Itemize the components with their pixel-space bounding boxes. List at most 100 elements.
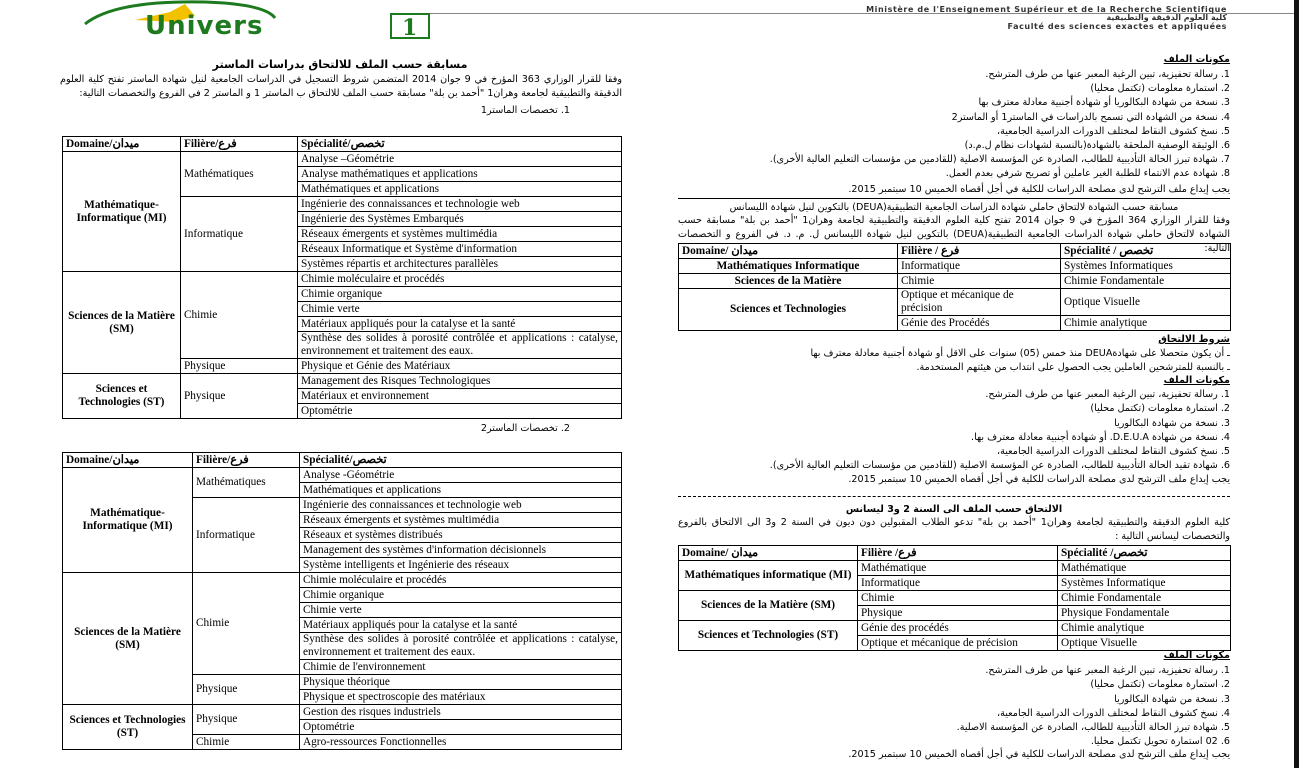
specialite-cell: Chimie de l'environnement bbox=[299, 659, 622, 675]
table-row: Sciences et Technologies (ST) Génie des p… bbox=[678, 620, 1231, 651]
list-item: 4. نسخ كشوف النقاط لمختلف الدورات الدراس… bbox=[997, 707, 1230, 719]
deua-title: مسابقة حسب الشهادة لالتحاق حاملي شهادة ا… bbox=[729, 202, 1179, 213]
domaine-cell: Sciences de la Matière bbox=[678, 273, 898, 289]
specialite-cell: Chimie organique bbox=[297, 286, 622, 302]
table-row: Informatique Systèmes Informatique bbox=[679, 575, 1231, 591]
specialite-cell: Chimie moléculaire et procédés bbox=[297, 271, 622, 287]
table-row: Système intelligents et Ingénierie des r… bbox=[63, 557, 622, 573]
ministry-name: Ministère de l'Enseignement Supérieur et… bbox=[866, 5, 1227, 14]
list-item: 8. شهادة عدم الانتماء للطلبة الغير عاملي… bbox=[945, 168, 1230, 180]
list-item: 1. رسالة تحفيزية، تبين الرغبة المعبر عنه… bbox=[985, 389, 1230, 400]
filiere-cell: Physique bbox=[192, 674, 300, 705]
column-header: Spécialité /تخصص bbox=[1057, 545, 1231, 561]
licence23-dossier-title: مكونات الملف bbox=[1163, 650, 1230, 661]
domaine-cell: Mathématiques Informatique bbox=[678, 258, 898, 274]
table-row: Chimie organique bbox=[63, 286, 622, 302]
domaine-cell: Sciences et Technologies (ST) bbox=[62, 373, 181, 419]
domaine-cell: Sciences de la Matière (SM) bbox=[62, 572, 193, 705]
specialite-cell: Physique et Génie des Matériaux bbox=[297, 358, 622, 374]
list-item: ـ بالنسبة للمترشحين العاملين يجب الحصول … bbox=[916, 362, 1230, 373]
table-row: Optométrie bbox=[63, 719, 622, 735]
filiere-cell: Mathématiques bbox=[180, 151, 298, 197]
specialite-cell: Physique et spectroscopie des matériaux bbox=[299, 689, 622, 705]
dashed-divider bbox=[678, 496, 1230, 497]
deua-intro: وفقا للقرار الوزاري 364 المؤرخ في 9 جوان… bbox=[678, 215, 1230, 254]
list-item: 6. 02 استمارة تحويل تكتمل محليا. bbox=[1090, 736, 1230, 748]
column-header: Spécialité/تخصص bbox=[299, 452, 622, 468]
column-header: Domaine/ميدان bbox=[62, 136, 181, 152]
list-item: 7. شهادة تبرز الحالة التأديبية للطالب، ا… bbox=[769, 154, 1230, 166]
specialite-cell: Ingénierie des Systèmes Embarqués bbox=[297, 211, 622, 227]
filiere-cell: Mathématique bbox=[857, 560, 1058, 576]
domaine-cell: Sciences et Technologies (ST) bbox=[62, 704, 193, 750]
section-divider bbox=[678, 198, 1230, 199]
specialite-cell: Gestion des risques industriels bbox=[299, 704, 622, 720]
table-row: Mathématique-Informatique (MI) Mathématiq… bbox=[62, 467, 622, 573]
list-item: 2. استمارة معلومات (تكتمل محليا) bbox=[1090, 83, 1230, 95]
filiere-cell: Optique et mécanique de précision bbox=[897, 288, 1061, 316]
table-row: Mathématiques et applications bbox=[63, 482, 622, 498]
table-row: Synthèse des solides à porosité contrôlé… bbox=[63, 331, 622, 359]
header-divider bbox=[430, 13, 1299, 14]
specialite-cell: Physique Fondamentale bbox=[1057, 605, 1231, 621]
column-header: Filière / فرع bbox=[897, 243, 1061, 259]
scan-edge bbox=[1294, 0, 1299, 768]
table-row: Physique et spectroscopie des matériaux bbox=[63, 689, 622, 705]
column-header: Filière /فرع bbox=[857, 545, 1058, 561]
conditions-title: شروط الالتحاق bbox=[1158, 334, 1230, 345]
specialite-cell: Synthèse des solides à porosité contrôlé… bbox=[297, 331, 622, 359]
header-row: Domaine/ ميدان Filière / فرع Spécialité / … bbox=[678, 243, 1231, 259]
list-item: 5. نسخ كشوف النقاط لمختلف الدورات الدراس… bbox=[997, 446, 1230, 458]
table-row: Physique Physique théorique bbox=[63, 674, 622, 705]
specialite-cell: Physique théorique bbox=[299, 674, 622, 690]
column-header: Domaine/ ميدان bbox=[678, 545, 858, 561]
header-row: Domaine/ ميدان Filière /فرع Spécialité /تخ… bbox=[678, 545, 1231, 561]
specialite-cell: Chimie Fondamentale bbox=[1060, 273, 1231, 289]
table-row: Matériaux appliqués pour la catalyse et … bbox=[63, 617, 622, 633]
list-item: 6. شهادة تقيد الحالة التأديبية للطالب، ا… bbox=[769, 460, 1230, 472]
specialite-cell: Systèmes répartis et architectures paral… bbox=[297, 256, 622, 272]
master-title: مسابقة حسب الملف للالتحاق بدراسات الماست… bbox=[212, 58, 468, 71]
table-row: Sciences de la Matière (SM) Chimie Chimie … bbox=[62, 271, 622, 374]
column-header: Spécialité / تخصص bbox=[1060, 243, 1231, 259]
dossier1-deadline: يجب إيداع ملف الترشح لدى مصلحة الدراسات … bbox=[848, 184, 1230, 195]
specialite-cell: Chimie organique bbox=[299, 587, 622, 603]
filiere-cell: Informatique bbox=[897, 258, 1061, 274]
specialite-cell: Réseaux émergents et systèmes multimédia bbox=[299, 512, 622, 528]
svg-text:1: 1 bbox=[402, 15, 417, 41]
table-row: Management des systèmes d'information dé… bbox=[63, 542, 622, 558]
filiere-cell: Génie des Procédés bbox=[897, 315, 1061, 331]
filiere-cell: Physique bbox=[180, 373, 298, 419]
list-item: 4. نسخة من شهادة D.E.U.A. أو شهادة أجنبي… bbox=[971, 431, 1230, 443]
specialite-cell: Matériaux appliqués pour la catalyse et … bbox=[299, 617, 622, 633]
master1-table: Domaine/ميدان Filière/فرع Spécialité/تخصص M… bbox=[62, 136, 622, 419]
faculty-name-ar: كلية العلوم الدقيقة والتطبيقية bbox=[1106, 13, 1227, 22]
specialite-cell: Système intelligents et Ingénierie des r… bbox=[299, 557, 622, 573]
column-header: Domaine/ ميدان bbox=[678, 243, 898, 259]
specialite-cell: Ingénierie des connaissances et technolo… bbox=[297, 196, 622, 212]
table-row: Mathématique-Informatique (MI) Mathématiq… bbox=[62, 151, 622, 272]
domaine-cell: Sciences et Technologies bbox=[678, 288, 898, 331]
list-item: 1. رسالة تحفيزية، تبين الرغبة المعبر عنه… bbox=[985, 69, 1230, 80]
filiere-cell: Chimie bbox=[180, 271, 298, 359]
column-header: Spécialité/تخصص bbox=[297, 136, 622, 152]
list-item: ـ أن يكون متحصلا على شهادةDEUA منذ خمس (… bbox=[810, 348, 1230, 359]
filiere-cell: Chimie bbox=[857, 590, 1058, 606]
deua-dossier-list: 1. رسالة تحفيزية، تبين الرغبة المعبر عنه… bbox=[678, 388, 1230, 474]
filiere-cell: Physique bbox=[180, 358, 298, 374]
master2-heading: 2. تخصصات الماستر2 bbox=[480, 423, 570, 434]
specialite-cell: Matériaux et environnement bbox=[297, 388, 622, 404]
list-item: 4. نسخة من الشهادة التي تسمح بالدراسات ف… bbox=[951, 111, 1230, 123]
specialite-cell: Chimie analytique bbox=[1057, 620, 1231, 636]
table-row: Sciences et Technologies (ST) Physique Man… bbox=[62, 373, 622, 419]
header-row: Domaine/ميدان Filière/فرع Spécialité/تخصص bbox=[62, 452, 622, 468]
domaine-cell: Mathématiques informatique (MI) bbox=[678, 560, 858, 591]
list-item: 2. استمارة معلومات (تكتمل محليا) bbox=[1090, 679, 1230, 691]
deua-table: Domaine/ ميدان Filière / فرع Spécialité / … bbox=[678, 243, 1231, 331]
column-header: Filière/فرع bbox=[192, 452, 300, 468]
specialite-cell: Chimie analytique bbox=[1060, 315, 1231, 331]
table-row: Mathématiques et applications bbox=[63, 181, 622, 197]
specialite-cell: Synthèse des solides à porosité contrôlé… bbox=[299, 632, 622, 660]
table-row: Réseaux émergents et systèmes multimédia bbox=[63, 226, 622, 242]
list-item: 2. استمارة معلومات (تكتمل محليا) bbox=[1090, 403, 1230, 415]
